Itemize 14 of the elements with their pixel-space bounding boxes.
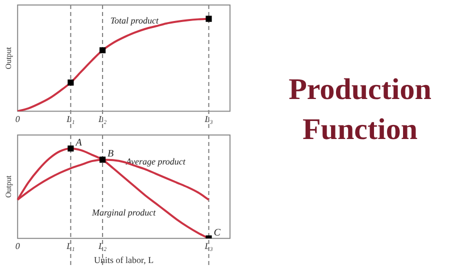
series-label: Total product — [110, 16, 159, 26]
annotation: B — [108, 148, 114, 160]
x-tick-label: 0 — [15, 241, 20, 252]
x-tick-label: 0 — [15, 114, 20, 124]
annotation: C — [214, 227, 221, 238]
y-axis-title: Output — [4, 174, 13, 198]
x-axis-title: Units of labor, L — [94, 254, 154, 265]
series-label: Marginal product — [91, 207, 156, 218]
x-tick-label: L₂ — [97, 114, 107, 124]
x-tick-label: L₁ — [66, 114, 75, 124]
y-axis-title: Output — [4, 46, 13, 70]
text: Production Function — [288, 72, 432, 148]
x-tick-label: L₃ — [204, 114, 213, 124]
annotation: A — [74, 137, 83, 148]
